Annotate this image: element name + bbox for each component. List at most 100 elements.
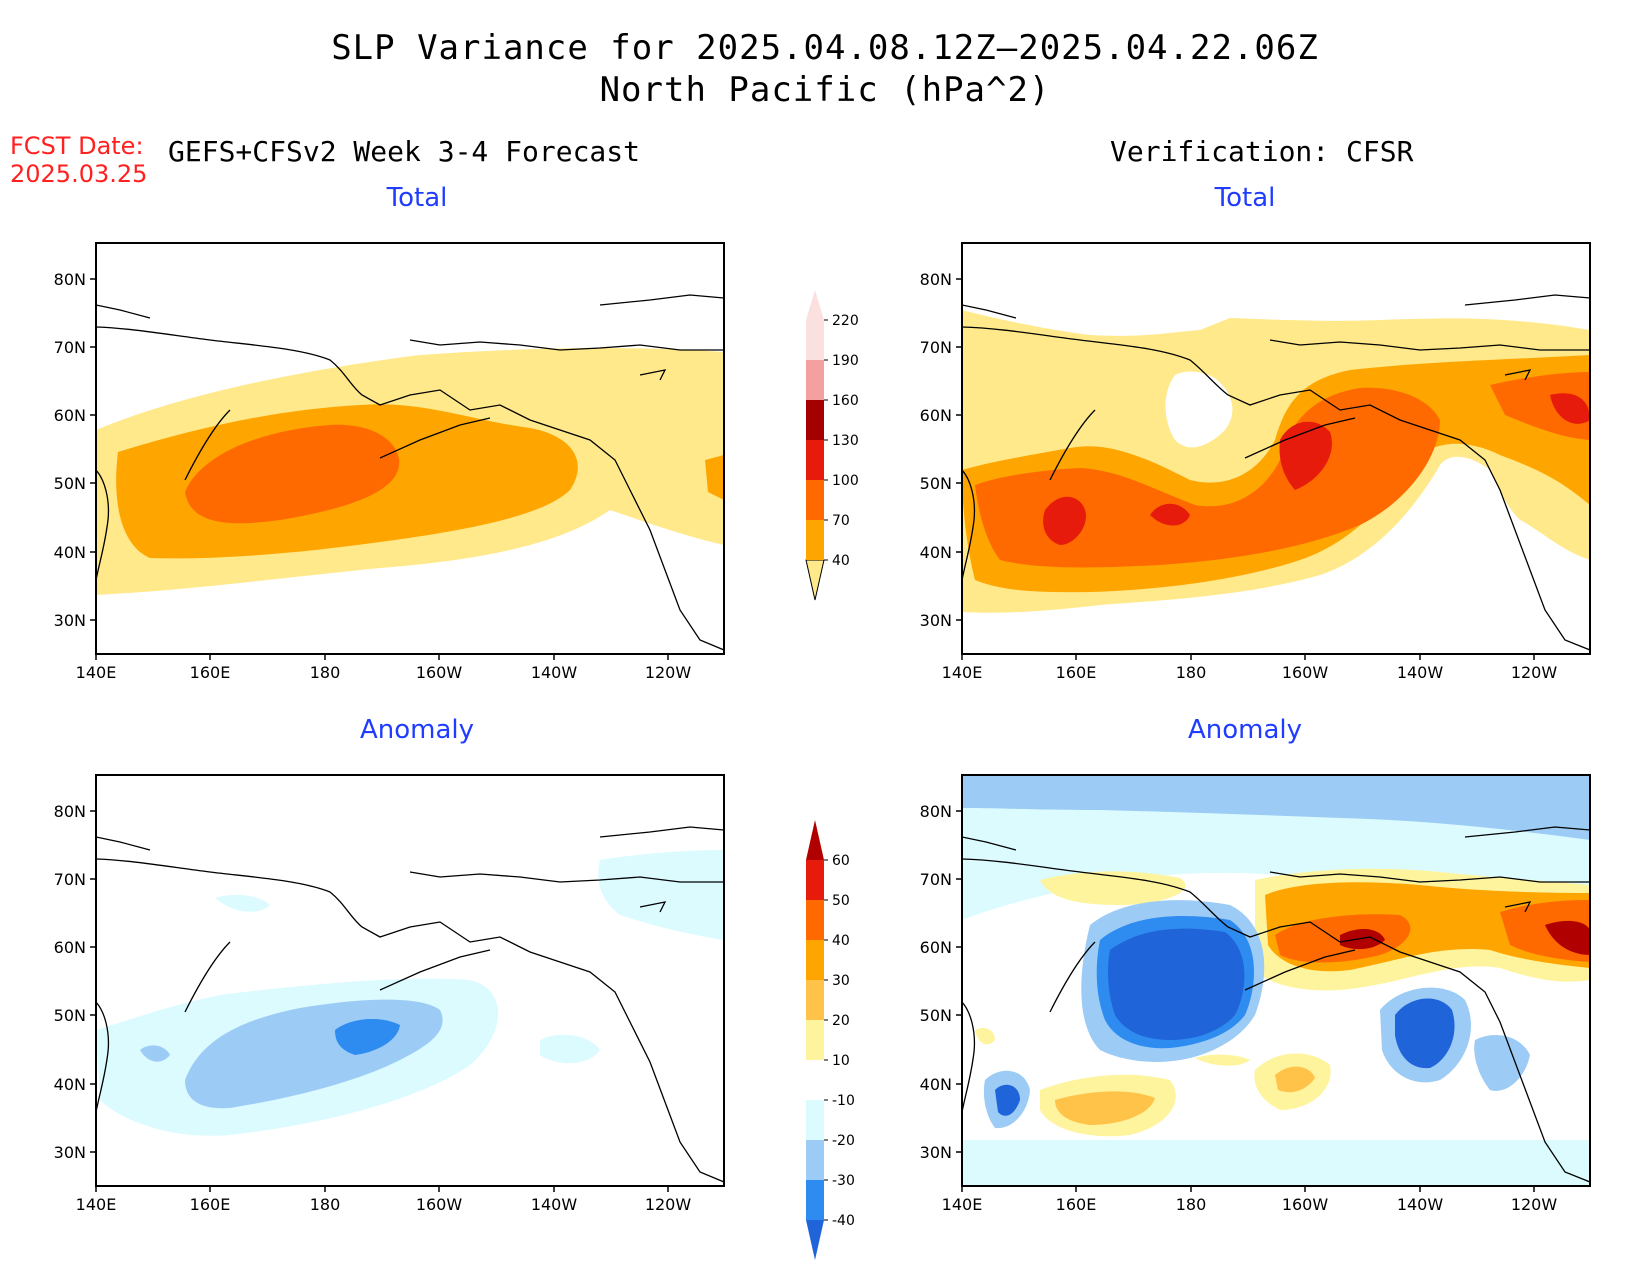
lat-label: 70N xyxy=(920,338,952,357)
colorbar-total-segment xyxy=(806,440,824,480)
lon-label: 120W xyxy=(645,1195,692,1214)
lon-label: 160W xyxy=(416,663,463,682)
lon-label: 180 xyxy=(1176,1195,1207,1214)
lat-label: 50N xyxy=(54,1006,86,1025)
verification-column-title: Verification: CFSR xyxy=(1110,135,1414,168)
contour-minus20 xyxy=(1474,1035,1530,1091)
lon-label: 160E xyxy=(190,1195,231,1214)
lat-label: 70N xyxy=(54,338,86,357)
lat-label: 60N xyxy=(54,938,86,957)
main-title: SLP Variance for 2025.04.08.12Z–2025.04.… xyxy=(331,28,1319,68)
colorbar-anomaly-segment xyxy=(806,980,824,1020)
contour-minus10 xyxy=(215,894,270,912)
lon-label: 160E xyxy=(190,663,231,682)
lon-label: 160W xyxy=(1282,1195,1329,1214)
verif-total-title: Total xyxy=(1214,183,1276,213)
lon-label: 180 xyxy=(310,1195,341,1214)
lat-label: 30N xyxy=(920,611,952,630)
contour-130 xyxy=(1279,421,1332,490)
contour-minus20 xyxy=(140,1045,170,1062)
contour-minus40 xyxy=(1395,998,1455,1069)
colorbar-anomaly: -40 -30 -20 -10 10 20 30 40 50 60 xyxy=(806,820,855,1260)
lon-label: 140E xyxy=(942,1195,983,1214)
contour-minus40 xyxy=(995,1084,1020,1116)
verif-total-map xyxy=(962,294,1590,651)
lat-label: 50N xyxy=(920,474,952,493)
lon-label: 140W xyxy=(1397,1195,1444,1214)
fcst-date-label: FCST Date: xyxy=(10,132,144,160)
lat-label: 80N xyxy=(54,270,86,289)
lon-label: 120W xyxy=(645,663,692,682)
fcst-total-title: Total xyxy=(386,183,448,213)
colorbar-anomaly-segment xyxy=(806,1220,824,1260)
contour-minus40 xyxy=(1107,928,1245,1040)
colorbar-anomaly-label: 60 xyxy=(832,853,850,869)
coastline xyxy=(962,294,1590,651)
contour-100 xyxy=(185,424,400,524)
fcst-total-map xyxy=(96,294,724,651)
contour-plus30 xyxy=(1275,1066,1315,1093)
colorbar-anomaly-segment xyxy=(806,1100,824,1140)
contour-plus60 xyxy=(1545,920,1590,955)
lat-label: 80N xyxy=(54,802,86,821)
colorbar-anomaly-label: 10 xyxy=(832,1053,850,1069)
verif-anomaly-title: Anomaly xyxy=(1187,715,1303,745)
lat-label: 30N xyxy=(54,1143,86,1162)
contour-plus20 xyxy=(1040,871,1186,905)
lon-label: 140W xyxy=(1397,663,1444,682)
lat-label: 40N xyxy=(54,1075,86,1094)
contour-130 xyxy=(1150,503,1190,526)
lat-label: 30N xyxy=(54,611,86,630)
lon-label: 180 xyxy=(1176,663,1207,682)
verif-anomaly-frame xyxy=(961,774,1591,1187)
lat-label: 50N xyxy=(920,1006,952,1025)
colorbar-anomaly-label: 40 xyxy=(832,933,850,949)
colorbar-total: 40 70 100 130 160 190 220 xyxy=(805,290,859,601)
contour-plus20 xyxy=(975,1028,995,1045)
lat-label: 60N xyxy=(920,406,952,425)
contour-minus10 xyxy=(540,1034,600,1064)
colorbar-total-segment xyxy=(806,360,824,400)
lon-label: 140W xyxy=(531,1195,578,1214)
verif-total-frame xyxy=(961,242,1591,655)
contour-minus10 xyxy=(598,850,724,940)
colorbar-total-label: 70 xyxy=(832,513,850,529)
colorbar-anomaly-label: -30 xyxy=(832,1173,855,1189)
colorbar-anomaly-label: 20 xyxy=(832,1013,850,1029)
lon-label: 140W xyxy=(531,663,578,682)
contour-70 xyxy=(705,455,724,500)
colorbar-anomaly-segment xyxy=(806,1140,824,1180)
main-subtitle: North Pacific (hPa^2) xyxy=(599,70,1051,110)
lon-label: 120W xyxy=(1511,1195,1558,1214)
contour-minus20 xyxy=(962,775,1590,840)
colorbar-total-label: 190 xyxy=(832,353,859,369)
colorbar-anomaly-label: -40 xyxy=(832,1213,855,1229)
lon-label: 120W xyxy=(1511,663,1558,682)
colorbar-total-label: 130 xyxy=(832,433,859,449)
coastline xyxy=(962,826,1590,1183)
contour-130 xyxy=(1550,393,1590,424)
lat-label: 40N xyxy=(920,1075,952,1094)
colorbar-total-label: 220 xyxy=(832,313,859,329)
lon-label: 140E xyxy=(76,663,117,682)
colorbar-total-segment xyxy=(805,559,825,601)
colorbar-anomaly-label: -10 xyxy=(832,1093,855,1109)
contour-plus60 xyxy=(1340,928,1385,950)
colorbar-anomaly-segment xyxy=(806,820,824,860)
coastline xyxy=(96,294,724,651)
colorbar-total-label: 160 xyxy=(832,393,859,409)
colorbar-total-segment xyxy=(806,480,824,520)
fcst-anomaly-map xyxy=(96,826,724,1183)
lat-label: 80N xyxy=(920,270,952,289)
lat-label: 60N xyxy=(920,938,952,957)
contour-minus30 xyxy=(335,1018,400,1055)
lat-label: 40N xyxy=(920,543,952,562)
colorbar-anomaly-segment xyxy=(806,1020,824,1060)
verif-anomaly-map xyxy=(962,775,1590,1186)
colorbar-total-label: 100 xyxy=(832,473,859,489)
lat-label: 40N xyxy=(54,543,86,562)
colorbar-anomaly-label: 30 xyxy=(832,973,850,989)
colorbar-total-segment xyxy=(806,290,824,320)
lon-label: 160E xyxy=(1056,1195,1097,1214)
